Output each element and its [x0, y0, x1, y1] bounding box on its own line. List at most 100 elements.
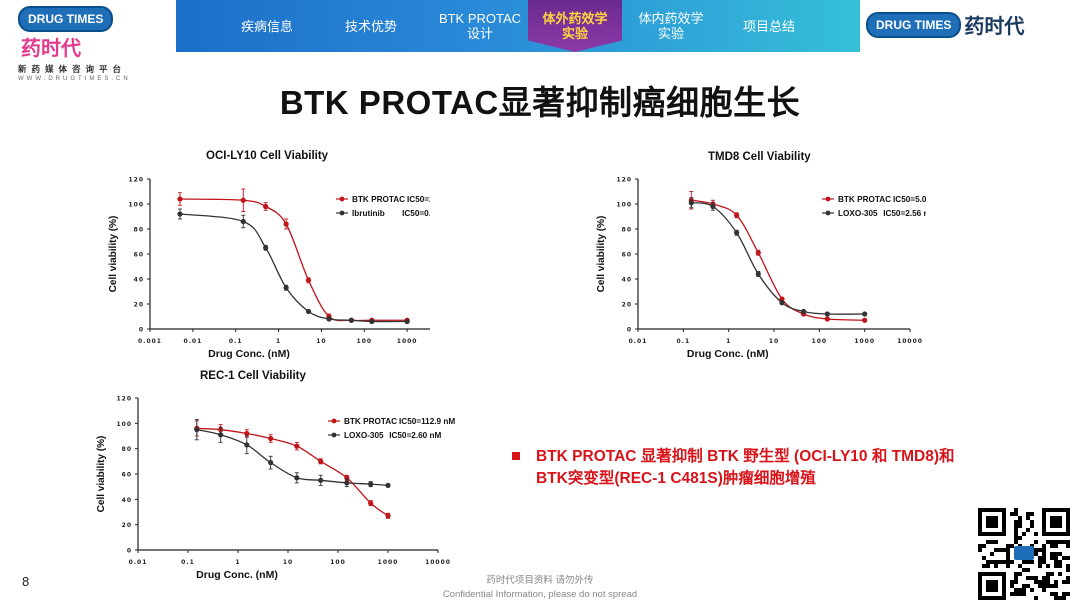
legend-ic50: IC50=2.56 nM [883, 209, 926, 218]
qr-module [1030, 576, 1034, 580]
data-point [177, 211, 183, 217]
legend-ic50: IC50=5.03 nM [893, 195, 926, 204]
data-point [369, 318, 375, 325]
y-tick-label: 20 [134, 302, 144, 309]
top-navigation: 疾病信息 技术优势 BTK PROTAC 设计 体外药效学 实验 体内药效学 实验 项… [176, 0, 860, 52]
qr-module [1022, 568, 1026, 572]
nav-tab-in-vitro-active[interactable]: 体外药效学 实验 [528, 0, 622, 52]
chart-rec1: 0 20 40 60 80 100 120 0.01 0.1 1 10 100 1000 10000 Dru… [96, 396, 455, 582]
x-tick-label: 1000 [397, 338, 418, 345]
data-point [268, 435, 274, 442]
qr-module [1050, 556, 1054, 560]
qr-module [1010, 584, 1014, 588]
logo-subtitle: 新药媒体咨询平台 [18, 64, 127, 74]
qr-finder-core [986, 516, 998, 528]
qr-module [1050, 544, 1054, 548]
legend-ic50: IC50=2.98 nM [407, 195, 430, 204]
qr-finder-core [1050, 516, 1062, 528]
nav-label-2: 设计 [466, 26, 493, 41]
qr-module [1010, 592, 1014, 596]
qr-module [994, 564, 998, 568]
nav-label-2: 实验 [657, 26, 684, 41]
qr-module [1054, 584, 1058, 588]
qr-module [998, 548, 1002, 552]
legend-series-name: BTK PROTAC [352, 195, 405, 204]
qr-module [1042, 588, 1046, 592]
qr-module [1034, 548, 1038, 552]
y-axis-label: Cell viability (%) [96, 436, 107, 513]
nav-label-2: 实验 [561, 26, 588, 41]
data-point [368, 500, 374, 506]
qr-module [1038, 580, 1042, 584]
qr-code[interactable] [978, 508, 1070, 600]
qr-module [1014, 588, 1018, 592]
data-point [263, 245, 269, 251]
y-tick-label: 120 [116, 396, 132, 403]
qr-module [1006, 564, 1010, 568]
data-point [688, 200, 694, 206]
nav-tab-in-vivo[interactable]: 体内药效学 实验 [626, 0, 716, 52]
data-point [194, 427, 200, 433]
nav-tab-btk-protac-design[interactable]: BTK PROTAC 设计 [430, 0, 530, 52]
qr-module [1058, 564, 1062, 568]
qr-module [1006, 556, 1010, 560]
data-point [244, 430, 250, 437]
qr-module [1042, 556, 1046, 560]
nav-tab-tech-advantage[interactable]: 技术优势 [326, 0, 416, 52]
qr-module [1058, 572, 1062, 576]
data-point [326, 316, 332, 322]
drugtimes-logo[interactable]: DRUG TIMES 药时代 新药媒体咨询平台 WWW.DRUGTIMES.CN [18, 6, 168, 82]
data-point [862, 317, 868, 323]
qr-center-logo [1014, 546, 1034, 560]
chart-tmd8: 0 20 40 60 80 100 120 0.01 0.1 1 10 100 1000 10000 Dru… [596, 177, 926, 361]
qr-module [1038, 564, 1042, 568]
qr-module [1022, 584, 1026, 588]
x-tick-label: 10 [316, 338, 326, 345]
qr-module [990, 540, 994, 544]
legend-series-name: Ibrutinib [352, 209, 385, 218]
qr-module [978, 548, 982, 552]
qr-module [1042, 544, 1046, 548]
drugtimes-logo-right[interactable]: DRUG TIMES 药时代 [866, 10, 1034, 46]
qr-module [982, 544, 986, 548]
qr-module [1014, 540, 1018, 544]
qr-module [1002, 548, 1006, 552]
x-tick-label: 1 [235, 559, 240, 566]
qr-module [1014, 520, 1018, 524]
legend-ic50: IC50=0.77 nM [402, 209, 430, 218]
qr-module [982, 556, 986, 560]
qr-module [1034, 596, 1038, 600]
y-tick-label: 40 [622, 277, 632, 284]
qr-module [1066, 568, 1070, 572]
data-point [755, 250, 761, 256]
qr-module [1030, 512, 1034, 516]
y-tick-label: 40 [122, 497, 132, 504]
qr-module [1058, 560, 1062, 564]
x-tick-label: 10000 [897, 338, 923, 345]
qr-module [1026, 576, 1030, 580]
x-tick-label: 1 [276, 338, 281, 345]
qr-module [1010, 544, 1014, 548]
qr-module [1014, 536, 1018, 540]
qr-module [1062, 580, 1066, 584]
nav-tab-summary[interactable]: 项目总结 [724, 0, 814, 52]
x-tick-label: 0.01 [629, 338, 648, 345]
y-tick-label: 0 [127, 548, 132, 555]
series-curve-reference [179, 213, 408, 323]
qr-module [1054, 560, 1058, 564]
x-tick-label: 0.1 [677, 338, 691, 345]
nav-label: 技术优势 [344, 18, 397, 34]
x-tick-label: 10 [283, 559, 293, 566]
qr-module [1034, 532, 1038, 536]
qr-module [978, 544, 982, 548]
legend-series-name: LOXO-305 [344, 431, 384, 440]
qr-module [1018, 588, 1022, 592]
qr-module [1034, 580, 1038, 584]
x-tick-label: 100 [330, 559, 346, 566]
qr-module [1010, 560, 1014, 564]
qr-module [1018, 592, 1022, 596]
qr-module [1054, 596, 1058, 600]
nav-tab-disease-info[interactable]: 疾病信息 [222, 0, 312, 52]
chart-title-rec1: REC-1 Cell Viability [200, 370, 306, 382]
footer-line-en: Confidential Information, please do not … [442, 589, 638, 600]
